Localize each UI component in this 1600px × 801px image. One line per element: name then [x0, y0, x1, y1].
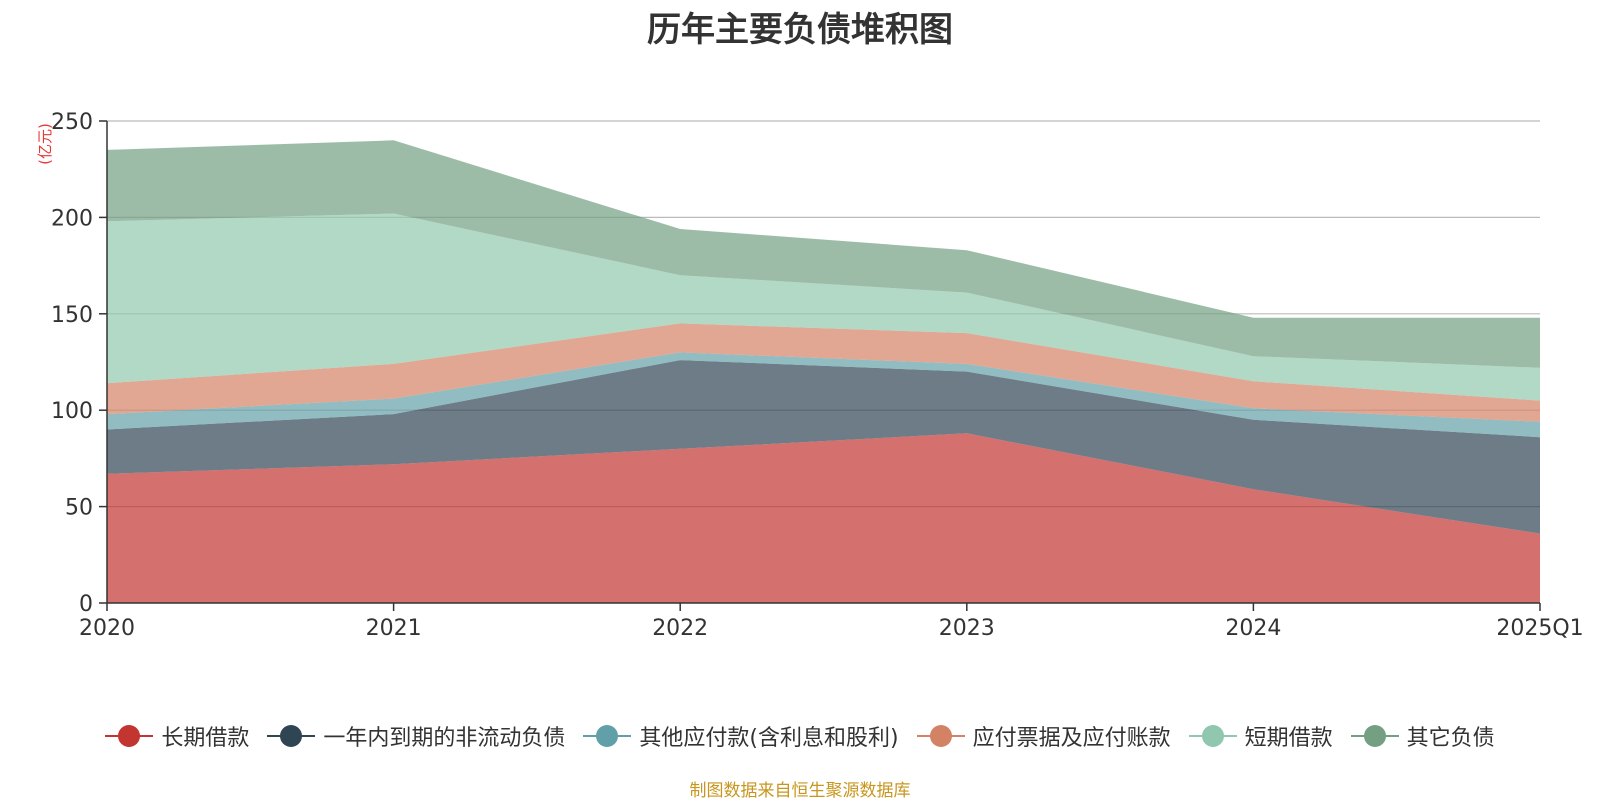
- legend-marker-icon: [267, 724, 316, 748]
- legend: 长期借款 一年内到期的非流动负债 其他应付款(含利息和股利) 应付票据及应付账款 短期借…: [0, 718, 1600, 754]
- x-tick-label: 2024: [1225, 616, 1281, 641]
- legend-item[interactable]: 短期借款: [1188, 720, 1333, 752]
- legend-label: 其它负债: [1406, 726, 1495, 751]
- legend-label: 一年内到期的非流动负债: [323, 726, 566, 751]
- area-series-0: [107, 433, 1540, 603]
- area-series-1: [107, 360, 1540, 534]
- y-tick-label: 100: [51, 399, 93, 424]
- y-tick-label: 150: [51, 303, 93, 328]
- legend-marker-icon: [1188, 724, 1237, 748]
- legend-item[interactable]: 一年内到期的非流动负债: [267, 720, 565, 752]
- axes: [99, 120, 1541, 611]
- chart-title: 历年主要负债堆积图: [647, 10, 953, 50]
- x-tick-label: 2025Q1: [1496, 616, 1583, 641]
- legend-item[interactable]: 长期借款: [105, 720, 249, 752]
- x-tick-label: 2023: [939, 616, 995, 641]
- area-series-4: [107, 213, 1540, 401]
- y-axis-unit-label: (亿元): [36, 123, 54, 165]
- x-tick-label: 2020: [79, 616, 135, 641]
- x-tick-label: 2022: [652, 616, 708, 641]
- area-series-5: [107, 140, 1540, 368]
- area-series: [107, 140, 1540, 603]
- legend-item[interactable]: 应付票据及应付账款: [916, 720, 1171, 752]
- legend-label: 应付票据及应付账款: [972, 726, 1171, 751]
- area-series-3: [107, 323, 1540, 422]
- legend-item[interactable]: 其它负债: [1350, 720, 1495, 752]
- svg-text:(亿元): (亿元): [36, 123, 54, 165]
- legend-marker-icon: [1350, 724, 1399, 748]
- y-tick-label: 50: [65, 496, 93, 521]
- y-tick-label: 200: [51, 206, 93, 231]
- x-tick-label: 2021: [366, 616, 422, 641]
- legend-marker-icon: [105, 724, 154, 748]
- legend-marker-icon: [583, 724, 632, 748]
- legend-label: 短期借款: [1244, 726, 1333, 751]
- data-source-note: 制图数据来自恒生聚源数据库: [689, 781, 911, 801]
- stacked-area-chart: 0 50 100 150 200 250 2020 2021 2022 2023 2024 2025Q…: [51, 110, 1584, 641]
- legend-marker-icon: [916, 724, 965, 748]
- legend-label: 其他应付款(含利息和股利): [639, 726, 899, 751]
- legend-item[interactable]: 其他应付款(含利息和股利): [583, 720, 899, 752]
- legend-label: 长期借款: [161, 726, 250, 751]
- y-tick-label: 0: [79, 592, 93, 617]
- tick-labels: 0 50 100 150 200 250 2020 2021 2022 2023 2024 2025Q…: [51, 110, 1584, 641]
- y-tick-label: 250: [51, 110, 93, 135]
